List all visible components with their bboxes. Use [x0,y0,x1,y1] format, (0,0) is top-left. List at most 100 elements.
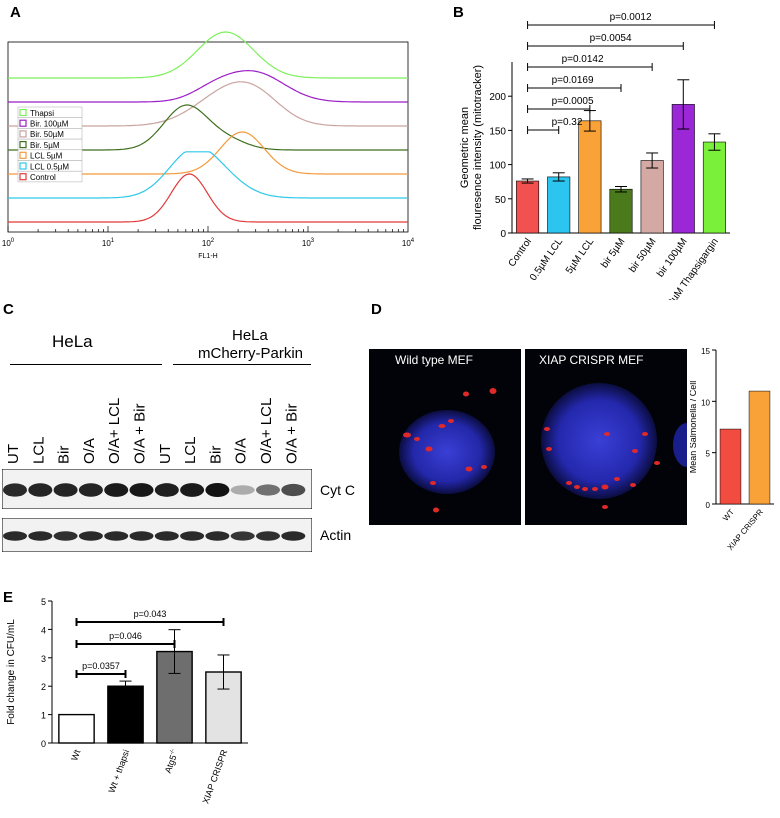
group-underline-hela [10,364,162,365]
y-tick-label: 2 [41,682,46,692]
y-tick-label: 150 [489,126,506,137]
lane-label: LCL [182,436,199,464]
actin-band [78,531,103,541]
cytc-band [129,483,154,497]
p-value-label: p=0.32 [552,117,583,128]
panel-label-d: D [371,301,382,318]
cfu-bar-chart: 0 1 2 3 4 5 Fold change in CFU/mL Wt Wt + thapsi… [6,597,248,805]
histogram-series [8,151,408,199]
actin-band [205,531,230,541]
mitotracker-bar-chart: 0 50 100 150 200 Geometric mean flouresence in… [459,12,730,300]
western-blot-panel: HeLa HeLa mCherry-Parkin UT LCL Bir O/A O/A+… [0,320,370,580]
y-tick-label: 10 [701,398,710,407]
bar [748,390,771,505]
histogram-series [8,173,408,223]
actin-band [154,531,179,541]
p-value-label: p=0.0142 [562,54,604,65]
x-tick-label: 103 [302,238,315,248]
p-value-label: p=0.043 [134,609,167,619]
bar [58,713,95,744]
x-tick-label: 101 [102,238,115,248]
y-tick-label: 5 [41,597,46,607]
actin-blot-image [2,518,312,552]
legend-label: Bir. 50µM [30,130,64,139]
cytc-band [53,483,78,497]
legend-swatch [19,162,27,170]
bar [702,141,726,234]
bar [516,180,540,234]
lane-label: O/A + Bir [283,404,300,464]
group-underline-parkin [173,364,311,365]
actin-band [28,531,53,541]
bar [640,160,664,234]
lane-label: LCL [30,436,47,464]
cytc-band [256,484,280,496]
legend-box [17,170,83,183]
x-tick-label: 100 [2,238,15,248]
bar [205,671,242,744]
category-label: WT [721,507,736,522]
lane-labels: UT LCL Bir O/A O/A+ LCL O/A + Bir UT LCL Bir O/A O… [5,398,300,464]
category-label: 5µM LCL [564,236,597,276]
histogram-series [8,69,408,103]
y-axis-label: Geometric mean [459,107,471,188]
panel-label-b: B [453,4,464,21]
lane-label: UT [5,444,22,464]
cytc-blot-image [2,469,312,509]
y-tick-label: 100 [489,161,506,172]
p-value-label: p=0.0169 [552,75,594,86]
panel-label-e: E [3,589,14,606]
cytc-band [28,483,53,497]
panel-label-c: C [3,301,14,318]
legend-label: LCL 5µM [30,152,63,161]
legend-swatch [19,140,27,149]
lane-label: O/A+ LCL [106,398,123,464]
microscopy-title-wild-type: Wild type MEF [395,353,474,367]
legend-swatch [19,151,27,159]
panel-label-a: A [10,4,21,21]
legend-swatch [19,173,27,181]
cytc-band [154,483,179,497]
p-value-label: p=0.046 [109,631,142,641]
lane-label: UT [157,444,174,464]
cytc-band [230,485,255,495]
cytc-band [78,483,103,497]
legend-swatch [19,119,27,127]
legend-label: Bir. 100µM [30,120,69,129]
category-label: Wt + thapsi [106,748,131,794]
bar [107,685,144,744]
actin-band [180,531,205,541]
y-axis-label: Mean Salmonella / Cell [690,381,698,474]
lane-label: O/A [81,438,98,464]
p-value-label: p=0.0012 [610,12,652,23]
y-tick-label: 0 [500,229,506,240]
microscopy-image-xiap-crispr: XIAP CRISPR MEF [525,349,687,525]
y-tick-label: 0 [706,501,711,510]
group-label-hela: HeLa [52,332,93,351]
cytc-band [104,483,129,497]
y-tick-label: 4 [41,625,46,635]
group-label-parkin-line2: mCherry-Parkin [198,345,304,362]
bar [609,188,633,234]
p-value-label: p=0.0005 [552,96,594,107]
category-label: Atg5-/- [163,748,181,774]
x-axis-label: FL1-H [198,253,217,260]
p-value-label: p=0.0054 [590,33,632,44]
legend-label: Control [30,173,56,182]
legend-label: Bir. 5µM [30,141,60,150]
lane-label: O/A + Bir [132,404,149,464]
cytc-band [3,483,27,497]
cytc-band [180,483,205,497]
cytc-band [281,483,306,497]
category-label: bir 5µM [599,236,627,270]
bar [719,428,742,505]
p-value-label: p=0.0357 [82,661,120,671]
y-tick-label: 0 [41,739,46,749]
legend-label: Thapsi [30,109,54,118]
category-label: XIAP CRISPR [201,748,230,805]
y-axis-label: Fold change in CFU/mL [6,619,17,725]
actin-label: Actin [320,527,352,543]
actin-band [53,531,78,541]
cytc-label: Cyt C [320,482,355,498]
